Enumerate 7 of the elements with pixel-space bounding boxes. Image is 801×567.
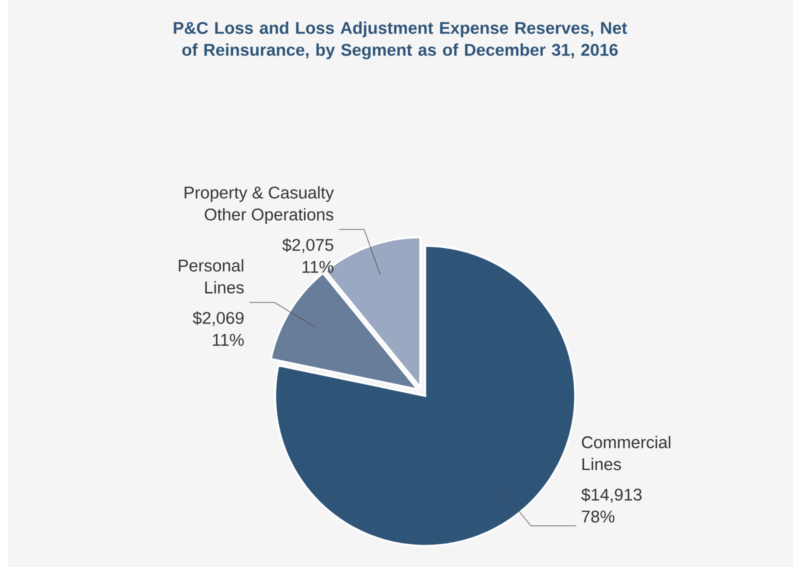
data-label: $14,913 78% (581, 488, 642, 523)
data-label: $2,075 11% (282, 238, 334, 273)
data-label: $2,069 11% (192, 311, 244, 346)
chart-title: P&C Loss and Loss Adjustment Expense Reserves, Net of Reinsurance, by Segment as of December 31, 2016 (174, 22, 628, 60)
slice-label: Property & Casualty Other Operations (184, 186, 334, 224)
slice-label: Commercial Lines (582, 436, 670, 470)
slice-label: Personal Lines (178, 259, 244, 294)
